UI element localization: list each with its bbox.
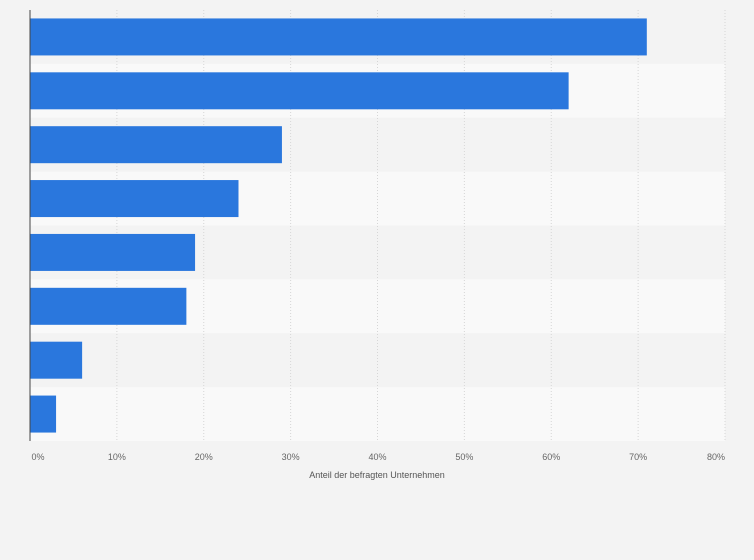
bars xyxy=(30,18,647,433)
x-tick-label: 40% xyxy=(368,452,386,462)
row-band xyxy=(30,387,725,441)
x-axis-title: Anteil der befragten Unternehmen xyxy=(309,470,445,480)
x-tick-label: 20% xyxy=(195,452,213,462)
bar xyxy=(30,233,196,271)
bar xyxy=(30,72,569,110)
x-axis-ticks: 0% 10% 20% 30% 40% 50% 60% 70% 80% xyxy=(31,452,725,462)
x-tick-label: 70% xyxy=(629,452,647,462)
bar xyxy=(30,126,282,164)
x-tick-label: 0% xyxy=(31,452,44,462)
bar xyxy=(30,395,57,433)
bar xyxy=(30,287,187,325)
bar xyxy=(30,18,647,56)
bar xyxy=(30,341,83,379)
x-tick-label: 50% xyxy=(455,452,473,462)
x-tick-label: 80% xyxy=(707,452,725,462)
x-tick-label: 30% xyxy=(282,452,300,462)
row-band xyxy=(30,333,725,388)
x-tick-label: 60% xyxy=(542,452,560,462)
bar xyxy=(30,180,239,218)
x-tick-label: 10% xyxy=(108,452,126,462)
